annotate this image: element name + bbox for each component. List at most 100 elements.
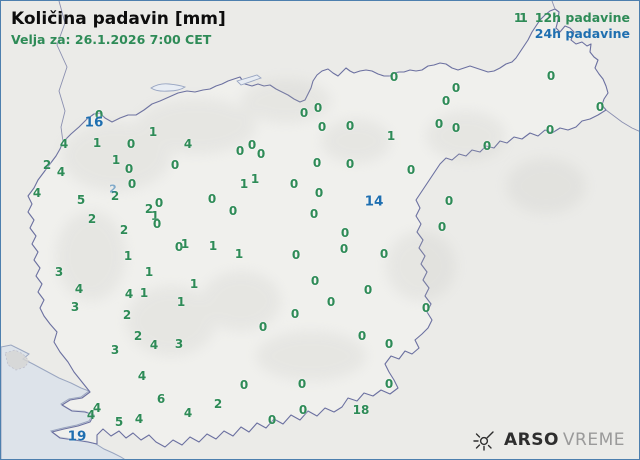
precip-value-12h: 0 xyxy=(379,247,389,261)
border-austria-hungary xyxy=(551,1,556,10)
precip-value-12h: 1 xyxy=(180,237,190,251)
precip-value-12h: 0 xyxy=(258,320,268,334)
precip-value-12h: 0 xyxy=(127,177,137,191)
precip-value-12h: 1 xyxy=(189,277,199,291)
precip-value-12h: 2 xyxy=(122,308,132,322)
precip-value-12h: 0 xyxy=(434,117,444,131)
precip-value-12h: 4 xyxy=(59,137,69,151)
precip-value-24h-faint: 2 xyxy=(109,182,117,196)
precip-value-12h: 4 xyxy=(183,406,193,420)
precip-value-12h: 1 xyxy=(139,286,149,300)
precip-value-12h: 0 xyxy=(256,147,266,161)
precip-value-12h: 2 xyxy=(87,212,97,226)
precip-value-12h: 0 xyxy=(170,158,180,172)
precip-value-12h: 4 xyxy=(56,165,66,179)
precip-value-12h: 0 xyxy=(421,301,431,315)
precip-value-12h: 0 xyxy=(384,337,394,351)
legend: 1 12h padavine 24h padavine xyxy=(519,10,630,42)
precip-value-12h: 4 xyxy=(134,412,144,426)
precip-value-12h: 2 xyxy=(213,397,223,411)
precip-value-12h: 4 xyxy=(92,401,102,415)
precip-value-12h: 0 xyxy=(444,194,454,208)
precip-value-12h: 0 xyxy=(340,226,350,240)
precip-value-12h: 0 xyxy=(154,196,164,210)
precip-value-12h: 4 xyxy=(183,137,193,151)
precip-value-12h: 1 xyxy=(208,239,218,253)
precip-value-12h: 0 xyxy=(437,220,447,234)
legend-12h: 1 12h padavine xyxy=(519,10,630,26)
precip-value-12h: 4 xyxy=(149,338,159,352)
precip-value-12h: 0 xyxy=(546,69,556,83)
precip-value-12h: 1 xyxy=(150,209,160,223)
precip-value-12h: 1 xyxy=(513,11,523,25)
precip-value-12h: 0 xyxy=(124,162,134,176)
precip-value-12h: 1 xyxy=(176,295,186,309)
precip-value-12h: 2 xyxy=(144,202,154,216)
precip-value-12h: 0 xyxy=(339,242,349,256)
precip-value-12h: 0 xyxy=(545,123,555,137)
precip-value-12h: 0 xyxy=(228,204,238,218)
precip-value-12h: 0 xyxy=(482,139,492,153)
precip-value-12h: 0 xyxy=(298,403,308,417)
precip-value-12h: 0 xyxy=(389,70,399,84)
precip-value-12h: 4 xyxy=(86,408,96,422)
precip-value-12h: 3 xyxy=(54,265,64,279)
precip-value-12h: 3 xyxy=(174,337,184,351)
legend-12h-sample: 1 xyxy=(519,10,528,25)
precip-value-12h: 2 xyxy=(110,189,120,203)
precip-value-12h: 0 xyxy=(384,377,394,391)
legend-24h: 24h padavine xyxy=(519,26,630,42)
valid-time-label: Velja za: 26.1.2026 7:00 CET xyxy=(11,32,212,47)
brand-org: ARSO xyxy=(503,430,559,450)
precip-value-12h: 0 xyxy=(174,240,184,254)
precip-value-12h: 0 xyxy=(291,248,301,262)
precip-value-12h: 0 xyxy=(290,307,300,321)
precip-value-12h: 5 xyxy=(114,415,124,429)
precip-value-12h: 0 xyxy=(357,329,367,343)
lake-woerthersee xyxy=(150,83,187,92)
precip-value-12h: 1 xyxy=(144,265,154,279)
precip-value-12h: 0 xyxy=(345,119,355,133)
precip-value-12h: 6 xyxy=(156,392,166,406)
precip-value-12h: 0 xyxy=(247,138,257,152)
precip-value-12h: 0 xyxy=(595,100,605,114)
precip-value-12h: 0 xyxy=(235,144,245,158)
precip-value-12h: 3 xyxy=(110,343,120,357)
precip-value-12h: 1 xyxy=(234,247,244,261)
lake-klopeiner xyxy=(236,74,262,86)
precip-value-12h: 0 xyxy=(441,94,451,108)
precip-value-12h: 0 xyxy=(312,156,322,170)
precip-value-12h: 0 xyxy=(152,217,162,231)
precip-value-12h: 0 xyxy=(317,120,327,134)
sun-rays-icon xyxy=(473,431,494,451)
precip-value-12h: 1 xyxy=(92,136,102,150)
precip-value-12h: 1 xyxy=(386,129,396,143)
precip-value-12h: 5 xyxy=(76,193,86,207)
precip-value-12h: 2 xyxy=(119,223,129,237)
precip-value-12h: 2 xyxy=(133,329,143,343)
precip-value-12h: 3 xyxy=(70,300,80,314)
precip-value-12h: 0 xyxy=(310,274,320,288)
precip-value-12h: 4 xyxy=(137,369,147,383)
precip-value-24h: 19 xyxy=(67,428,87,445)
legend-24h-label: 24h padavine xyxy=(534,26,630,41)
precip-value-12h: 2 xyxy=(42,158,52,172)
arso-vreme-logo: ARSO VREME xyxy=(472,429,625,451)
precip-value-12h: 0 xyxy=(239,378,249,392)
precip-value-24h: 16 xyxy=(84,114,104,131)
precip-value-12h: 1 xyxy=(148,125,158,139)
precip-value-12h: 0 xyxy=(267,413,277,427)
page-title: Količina padavin [mm] xyxy=(11,9,226,29)
precip-value-12h: 4 xyxy=(124,287,134,301)
precip-value-12h: 0 xyxy=(326,295,336,309)
urban-area-trieste xyxy=(4,349,30,371)
brand-product: VREME xyxy=(562,430,625,450)
terrain-hillshade xyxy=(56,79,586,381)
precip-value-12h: 0 xyxy=(289,177,299,191)
precip-value-12h: 0 xyxy=(313,101,323,115)
precip-value-12h: 0 xyxy=(345,157,355,171)
precip-value-12h: 0 xyxy=(297,377,307,391)
border-italy-austria xyxy=(56,1,68,143)
